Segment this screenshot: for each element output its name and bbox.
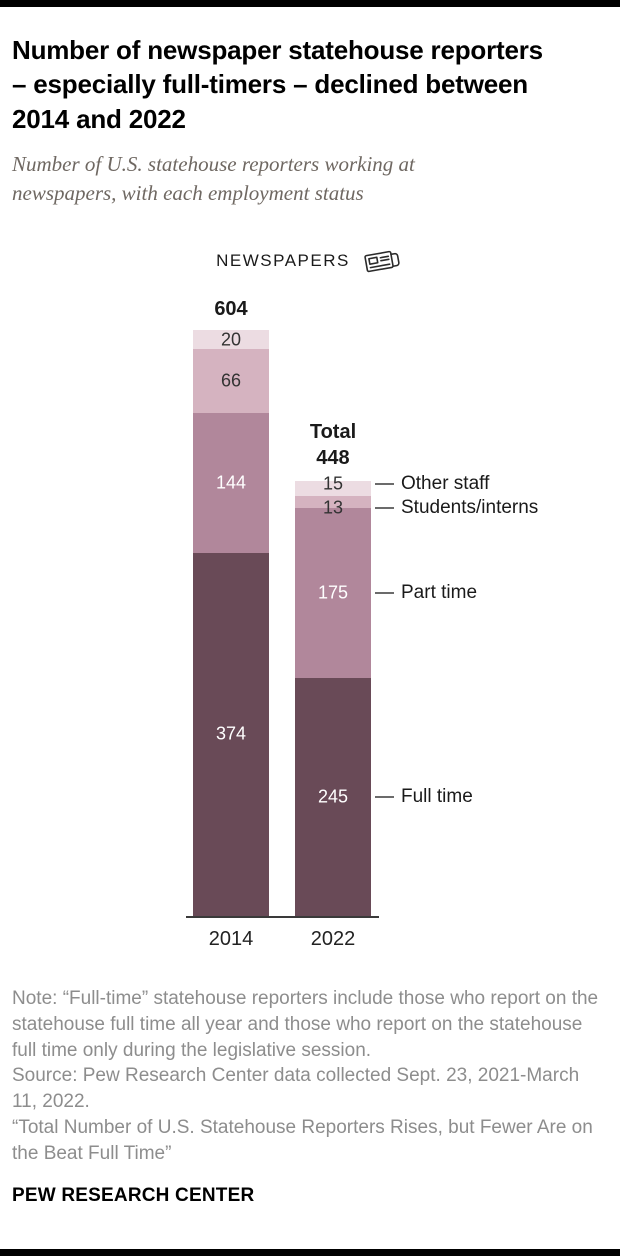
chart-type-label: NEWSPAPERS bbox=[216, 250, 350, 270]
legend-line-students-interns bbox=[375, 507, 394, 510]
bar-value-2022-students-interns: 13 bbox=[322, 497, 344, 518]
x-tick-2014: 2014 bbox=[208, 927, 254, 950]
chart-subtitle: Number of U.S. statehouse reporters work… bbox=[12, 151, 415, 205]
newspaper-icon bbox=[364, 250, 400, 273]
legend-label-part-time: Part time bbox=[401, 582, 478, 604]
bar-value-2014-students-interns: 66 bbox=[220, 370, 242, 391]
legend-label-students-interns: Students/interns bbox=[401, 497, 539, 519]
bar-value-2022-full-time: 245 bbox=[317, 786, 349, 807]
x-tick-2022: 2022 bbox=[310, 927, 356, 950]
total-label-2022: Total 448 bbox=[309, 421, 357, 470]
brand-footer: PEW RESEARCH CENTER bbox=[12, 1184, 255, 1206]
bar-value-2014-full-time: 374 bbox=[215, 723, 247, 744]
bottom-accent-bar bbox=[0, 1249, 620, 1256]
stacked-bar-chart: 374 144 66 20 2014 604 245 175 13 15 2022 Total 448… bbox=[0, 286, 620, 962]
source-text: Source: Pew Research Center data collect… bbox=[12, 1065, 580, 1113]
bar-value-2022-part-time: 175 bbox=[317, 582, 349, 603]
bar-value-2022-other-staff: 15 bbox=[322, 473, 344, 493]
bar-segment-2014-other-staff bbox=[193, 329, 269, 350]
legend-line-full-time bbox=[375, 796, 394, 799]
bar-segment-2022-full-time bbox=[295, 678, 371, 916]
legend-label-other-staff: Other staff bbox=[401, 472, 490, 494]
x-axis-line bbox=[186, 915, 379, 918]
top-accent-bar bbox=[0, 0, 620, 7]
bar-segment-2022-students-interns bbox=[295, 495, 371, 509]
note-text: Note: “Full-time” statehouse reporters i… bbox=[12, 987, 599, 1061]
bar-segment-2022-part-time bbox=[295, 508, 371, 679]
legend-line-other-staff bbox=[375, 482, 394, 485]
bar-segment-2014-students-interns bbox=[193, 349, 269, 414]
bar-segment-2022-other-staff bbox=[295, 481, 371, 496]
bar-value-2014-other-staff: 20 bbox=[220, 329, 242, 350]
bar-segment-2014-part-time bbox=[193, 413, 269, 553]
bar-segment-2014-full-time bbox=[193, 553, 269, 916]
chart-type-header: NEWSPAPERS bbox=[0, 246, 620, 276]
bar-value-2014-part-time: 144 bbox=[215, 472, 247, 493]
legend-label-full-time: Full time bbox=[401, 786, 473, 808]
page-title: Number of newspaper statehouse reporters… bbox=[12, 35, 543, 134]
report-title-text: “Total Number of U.S. Statehouse Reporte… bbox=[12, 1117, 593, 1164]
notes: Note: “Full-time” statehouse reporters i… bbox=[12, 986, 608, 1167]
legend-line-part-time bbox=[375, 592, 394, 595]
total-label-2014: 604 bbox=[214, 297, 248, 320]
